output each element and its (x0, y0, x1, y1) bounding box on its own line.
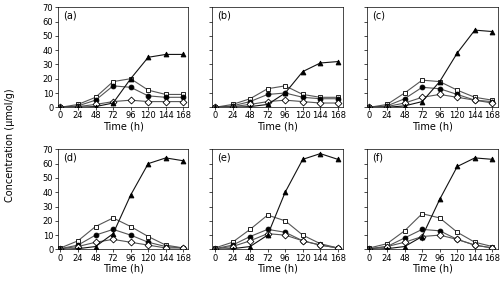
Text: (c): (c) (372, 10, 385, 20)
X-axis label: Time (h): Time (h) (102, 122, 144, 132)
Text: (b): (b) (218, 10, 231, 20)
X-axis label: Time (h): Time (h) (102, 264, 144, 274)
X-axis label: Time (h): Time (h) (412, 122, 453, 132)
Text: (d): (d) (62, 152, 76, 162)
Text: (f): (f) (372, 152, 383, 162)
X-axis label: Time (h): Time (h) (257, 264, 298, 274)
Text: Concentration (μmol/g): Concentration (μmol/g) (5, 88, 15, 202)
X-axis label: Time (h): Time (h) (412, 264, 453, 274)
X-axis label: Time (h): Time (h) (257, 122, 298, 132)
Text: (e): (e) (218, 152, 231, 162)
Text: (a): (a) (62, 10, 76, 20)
